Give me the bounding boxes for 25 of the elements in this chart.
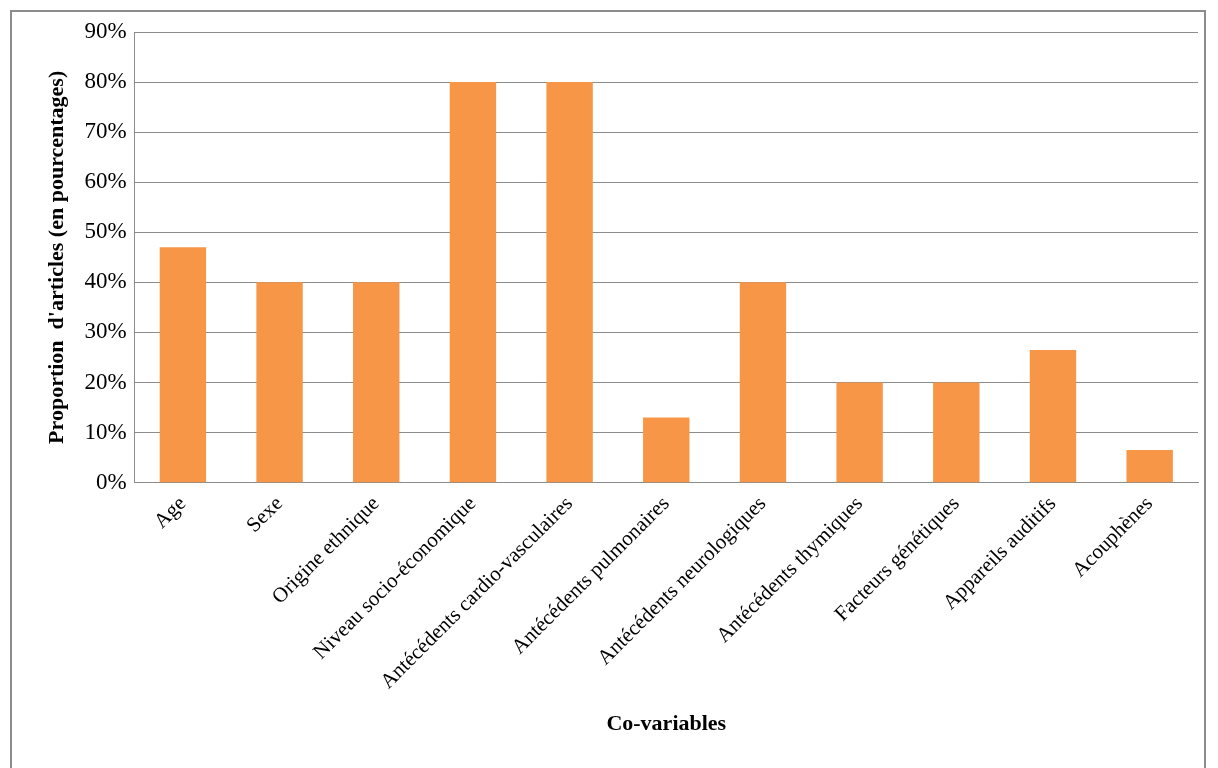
bar	[256, 282, 303, 483]
y-tick-label: 50%	[84, 218, 127, 244]
y-tick-label: 30%	[84, 318, 127, 344]
bar	[933, 382, 980, 483]
y-tick-label: 0%	[95, 468, 127, 494]
bar	[1126, 450, 1173, 483]
bar	[643, 417, 690, 483]
y-tick-label: 20%	[84, 368, 127, 394]
x-tick-label: Sexe	[241, 491, 288, 537]
x-axis-title: Co-variables	[606, 710, 727, 736]
y-tick-label: 10%	[84, 418, 127, 444]
y-tick-label: 40%	[84, 268, 127, 294]
bar	[449, 82, 497, 483]
y-tick-label: 90%	[84, 18, 127, 44]
bar	[1029, 349, 1077, 483]
bar	[836, 382, 883, 483]
bar	[739, 282, 787, 483]
bar	[546, 82, 593, 483]
y-axis-title: Proportion d'articles (en pourcentages)	[42, 70, 68, 444]
y-tick-label: 70%	[84, 118, 127, 144]
y-tick-label: 80%	[84, 68, 127, 94]
x-tick-label: Age	[148, 491, 191, 533]
y-tick-label: 60%	[84, 168, 127, 194]
bar	[353, 282, 400, 483]
bar	[159, 247, 207, 483]
